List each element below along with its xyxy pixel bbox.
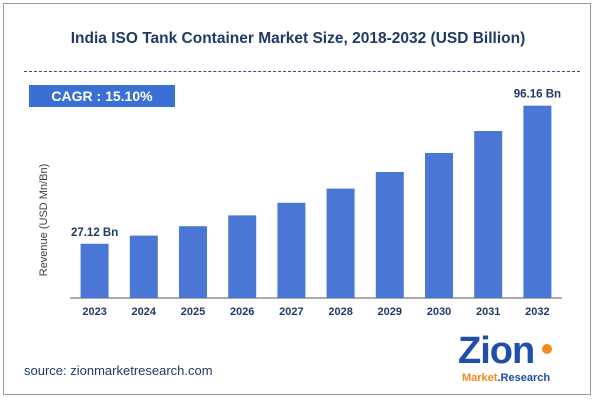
source-text: source: zionmarketresearch.com (24, 363, 213, 378)
bar-2030 (425, 153, 453, 298)
x-tick-label: 2027 (279, 306, 303, 318)
cagr-badge: CAGR : 15.10% (29, 85, 175, 107)
x-tick-label: 2026 (230, 306, 254, 318)
bar-2031 (474, 131, 503, 298)
bar-2026 (228, 215, 257, 298)
x-tick-label: 2030 (427, 306, 451, 318)
logo-dot-icon (542, 344, 552, 354)
bar-2029 (375, 172, 404, 298)
zion-logo: Zion Market.Research (458, 330, 568, 392)
bar-2032 (523, 105, 552, 299)
bar-2027 (277, 202, 306, 298)
x-tick-label: 2028 (328, 306, 352, 318)
x-tick-label: 2023 (82, 306, 106, 318)
bar-2025 (179, 226, 207, 298)
x-tick-label: 2025 (181, 306, 205, 318)
x-tick-label: 2032 (525, 306, 549, 318)
x-tick-label: 2029 (378, 306, 402, 318)
logo-wordmark: Zion (458, 330, 535, 372)
data-label: 27.12 Bn (71, 227, 118, 239)
x-tick-label: 2024 (132, 306, 157, 318)
logo-subtitle-right: .Research (497, 372, 551, 384)
title-divider (24, 71, 580, 72)
data-label: 96.16 Bn (514, 89, 561, 101)
x-tick-label: 2031 (476, 306, 500, 318)
logo-subtitle: Market.Research (462, 372, 550, 384)
bar-2028 (326, 188, 355, 298)
logo-subtitle-left: Market (462, 372, 498, 384)
chart-title: India ISO Tank Container Market Size, 20… (70, 30, 526, 47)
bar-2024 (129, 235, 158, 298)
bar-2023 (80, 243, 109, 298)
